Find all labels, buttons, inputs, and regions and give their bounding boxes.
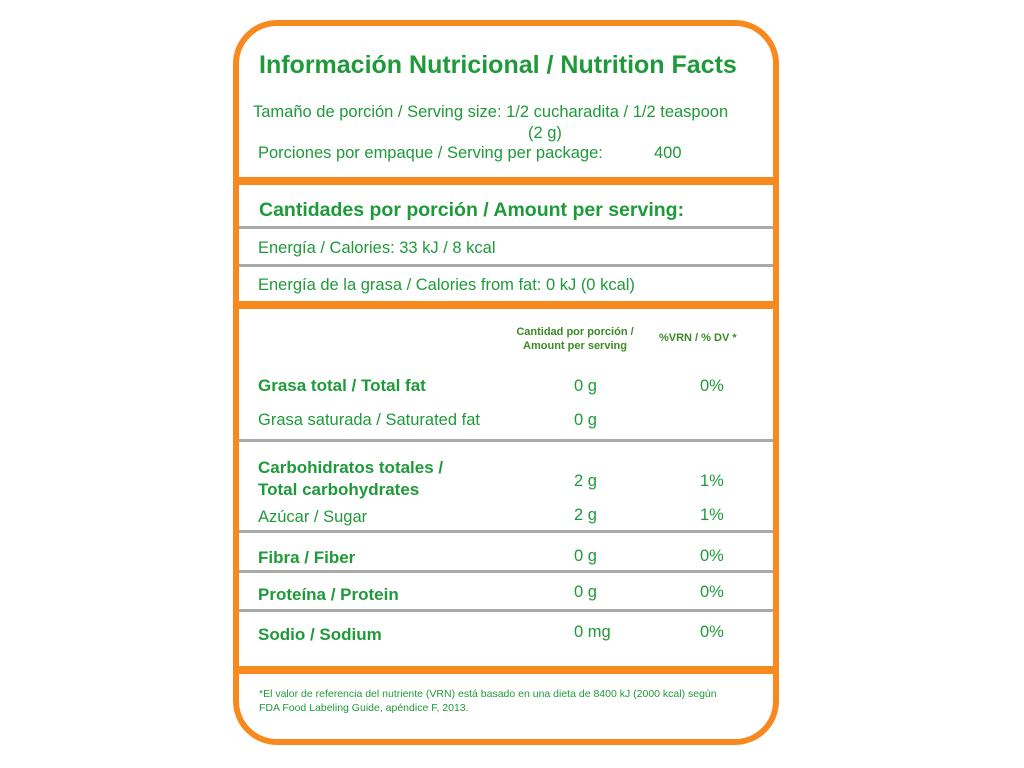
fiber-dv: 0% — [700, 547, 724, 565]
total-fat-label: Grasa total / Total fat — [258, 376, 426, 395]
amount-per-serving-heading: Cantidades por porción / Amount per serv… — [259, 199, 685, 221]
footnote: FDA Food Labeling Guide, apéndice F, 201… — [259, 702, 469, 714]
saturated-fat-label: Grasa saturada / Saturated fat — [258, 411, 480, 429]
sugar-label: Azúcar / Sugar — [258, 508, 368, 526]
divider-line — [239, 264, 773, 267]
sugar-amount: 2 g — [574, 506, 597, 524]
saturated-fat-amount: 0 g — [574, 411, 597, 429]
fiber-amount: 0 g — [574, 547, 597, 565]
serving-size-grams: (2 g) — [528, 124, 562, 142]
protein-dv: 0% — [700, 583, 724, 601]
fiber-label: Fibra / Fiber — [258, 548, 356, 567]
divider-band — [239, 301, 773, 309]
total-fat-dv: 0% — [700, 377, 724, 395]
carbohydrates-label: Carbohidratos totales / — [258, 458, 444, 477]
divider-line — [239, 570, 773, 573]
divider-line — [239, 530, 773, 533]
column-header-amount: Cantidad por porción / — [516, 326, 634, 338]
total-fat-amount: 0 g — [574, 377, 597, 395]
divider-band — [239, 666, 773, 674]
column-header-amount: Amount per serving — [523, 340, 627, 352]
nutrition-label: Información Nutricional / Nutrition Fact… — [233, 20, 779, 745]
protein-amount: 0 g — [574, 583, 597, 601]
energy-from-fat: Energía de la grasa / Calories from fat:… — [258, 276, 635, 294]
servings-per-package-value: 400 — [654, 144, 682, 162]
divider-line — [239, 609, 773, 612]
energy-calories: Energía / Calories: 33 kJ / 8 kcal — [258, 239, 496, 257]
serving-size: Tamaño de porción / Serving size: 1/2 cu… — [253, 103, 729, 121]
carbohydrates-amount: 2 g — [574, 472, 597, 490]
sugar-dv: 1% — [700, 506, 724, 524]
sodium-label: Sodio / Sodium — [258, 625, 382, 644]
divider-line — [239, 226, 773, 229]
label-title: Información Nutricional / Nutrition Fact… — [259, 51, 737, 79]
sodium-amount: 0 mg — [574, 623, 611, 641]
carbohydrates-dv: 1% — [700, 472, 724, 490]
sodium-dv: 0% — [700, 623, 724, 641]
footnote: *El valor de referencia del nutriente (V… — [259, 688, 717, 700]
servings-per-package-label: Porciones por empaque / Serving per pack… — [258, 144, 603, 162]
column-header-dv: %VRN / % DV * — [659, 332, 737, 344]
divider-band — [239, 177, 773, 185]
divider-line — [239, 439, 773, 442]
protein-label: Proteína / Protein — [258, 585, 399, 604]
carbohydrates-label: Total carbohydrates — [258, 480, 420, 499]
